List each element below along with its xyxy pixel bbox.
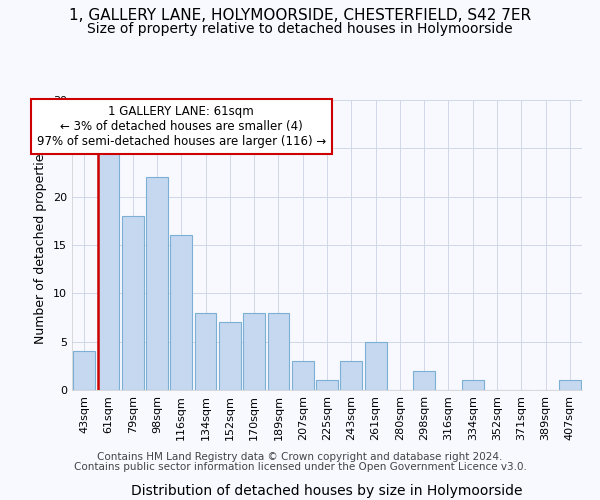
Bar (292, 361, 314, 390)
Bar (268, 312, 289, 390)
Text: Distribution of detached houses by size in Holymoorside: Distribution of detached houses by size … (131, 484, 523, 498)
Text: 1, GALLERY LANE, HOLYMOORSIDE, CHESTERFIELD, S42 7ER: 1, GALLERY LANE, HOLYMOORSIDE, CHESTERFI… (69, 8, 531, 22)
Text: Contains public sector information licensed under the Open Government Licence v3: Contains public sector information licen… (74, 462, 526, 472)
Bar (413, 370, 435, 390)
Bar (365, 342, 386, 390)
Bar (243, 312, 265, 390)
Bar (122, 216, 143, 390)
Bar (219, 322, 241, 390)
Bar (559, 380, 581, 390)
Bar (340, 361, 362, 390)
Text: Contains HM Land Registry data © Crown copyright and database right 2024.: Contains HM Land Registry data © Crown c… (97, 452, 503, 462)
Bar (170, 236, 192, 390)
Bar (194, 312, 217, 390)
Bar (146, 178, 168, 390)
Bar (73, 352, 95, 390)
Bar (97, 148, 119, 390)
Text: 1 GALLERY LANE: 61sqm
← 3% of detached houses are smaller (4)
97% of semi-detach: 1 GALLERY LANE: 61sqm ← 3% of detached h… (37, 105, 326, 148)
Bar (462, 380, 484, 390)
Text: Size of property relative to detached houses in Holymoorside: Size of property relative to detached ho… (87, 22, 513, 36)
Y-axis label: Number of detached properties: Number of detached properties (34, 146, 47, 344)
Bar (316, 380, 338, 390)
